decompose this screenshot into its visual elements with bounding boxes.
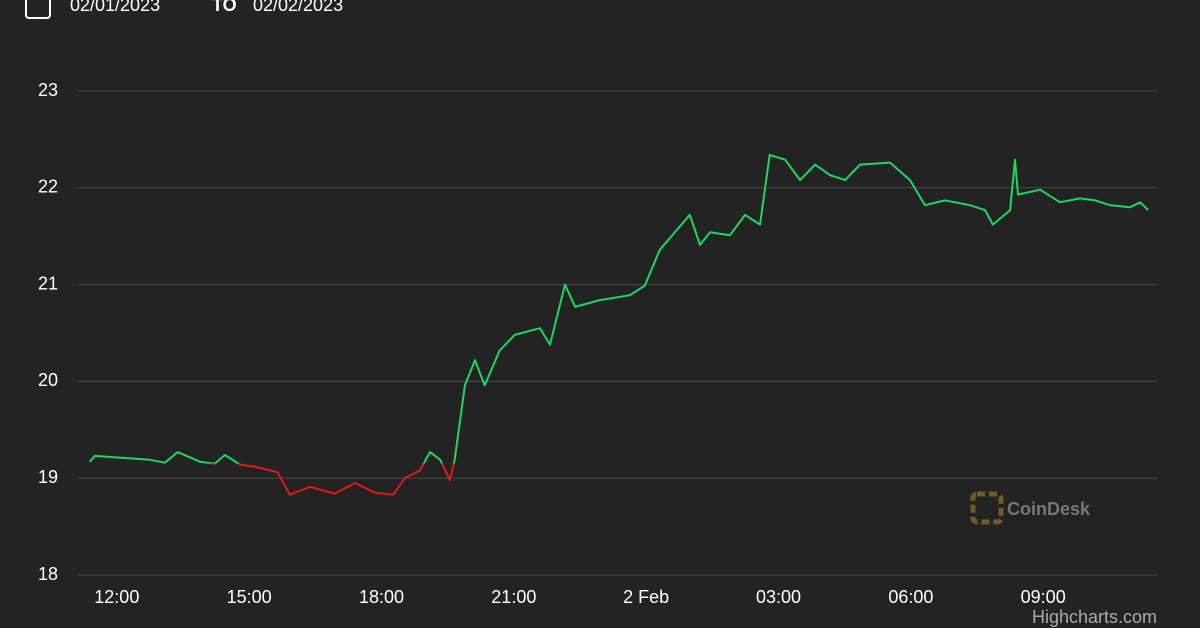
x-tick-label: 12:00 bbox=[94, 587, 139, 607]
x-tick-label: 15:00 bbox=[227, 587, 272, 607]
watermark-logo bbox=[970, 491, 1004, 525]
y-tick-label: 18 bbox=[38, 564, 58, 584]
checkbox[interactable] bbox=[25, 0, 51, 19]
y-tick-label: 20 bbox=[38, 370, 58, 390]
x-tick-label: 09:00 bbox=[1021, 587, 1066, 607]
price-line bbox=[89, 153, 1149, 464]
price-line-below bbox=[164, 463, 455, 496]
x-tick-label: 06:00 bbox=[888, 587, 933, 607]
date-to: 02/02/2023 bbox=[253, 0, 343, 15]
x-tick-label: 21:00 bbox=[491, 587, 536, 607]
x-tick-label: 03:00 bbox=[756, 587, 801, 607]
y-tick-label: 21 bbox=[38, 273, 58, 293]
y-tick-label: 19 bbox=[38, 467, 58, 487]
date-to-label: TO bbox=[212, 0, 237, 15]
x-tick-label: 2 Feb bbox=[623, 587, 669, 607]
credits[interactable]: Highcharts.com bbox=[1032, 607, 1157, 627]
date-from: 02/01/2023 bbox=[70, 0, 160, 15]
x-tick-label: 18:00 bbox=[359, 587, 404, 607]
y-tick-label: 23 bbox=[38, 80, 58, 100]
y-tick-label: 22 bbox=[38, 177, 58, 197]
watermark: CoinDesk bbox=[1007, 499, 1091, 519]
